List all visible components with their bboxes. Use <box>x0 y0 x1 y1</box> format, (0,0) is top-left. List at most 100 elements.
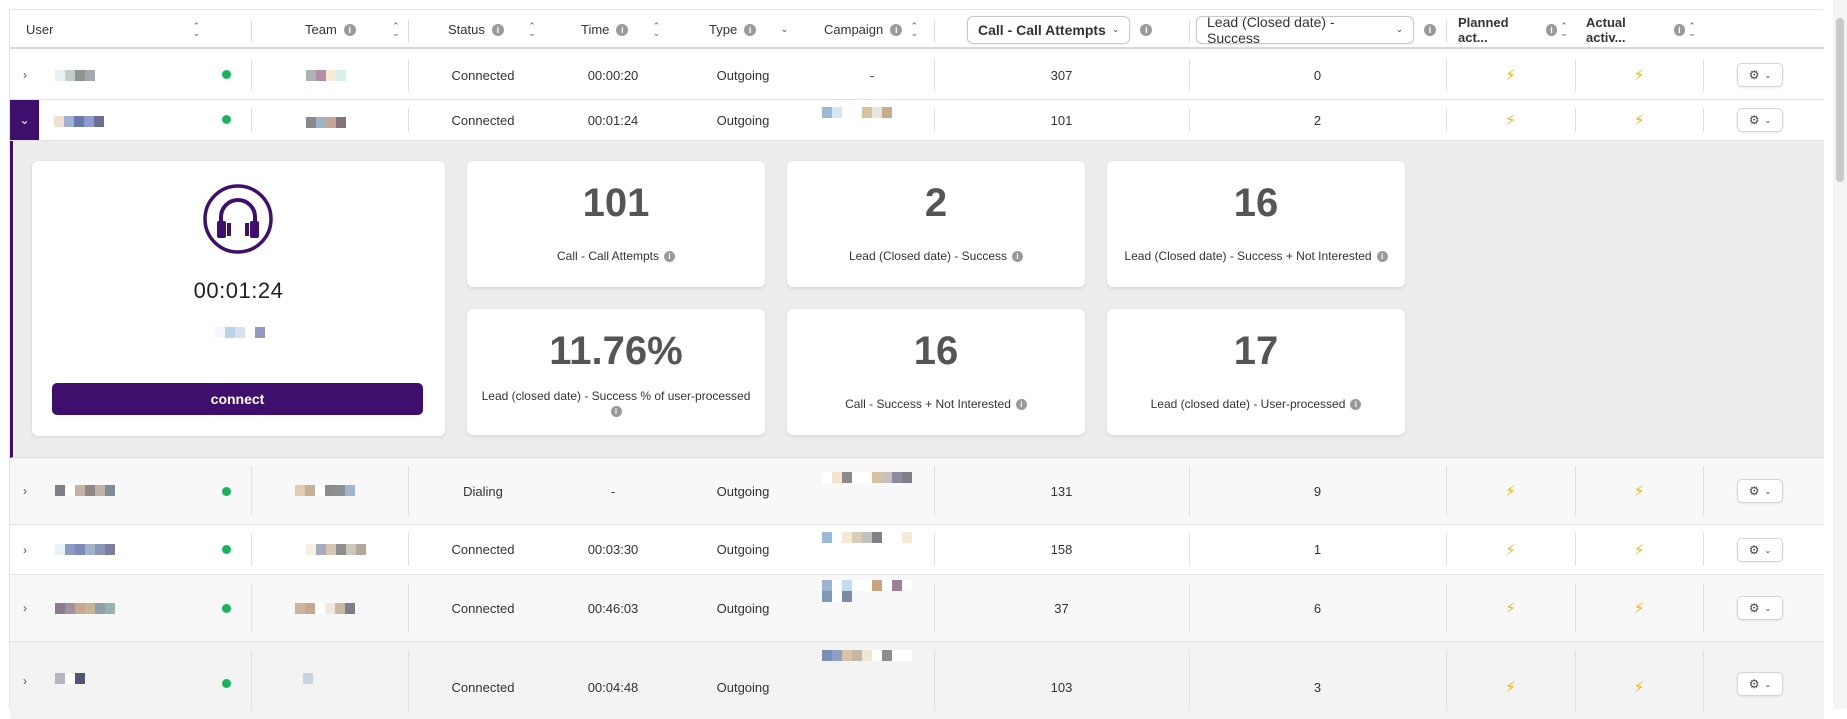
row-settings-button[interactable]: ⚙ ⌄ <box>1737 479 1783 503</box>
col-time[interactable]: Time i ⌃ ⌄ <box>581 10 681 49</box>
planned-activity-bolt-icon[interactable]: ⚡ <box>1505 112 1516 129</box>
type-text: Outgoing <box>716 600 770 616</box>
info-icon[interactable]: i <box>1012 251 1024 263</box>
vertical-scrollbar[interactable] <box>1833 0 1847 709</box>
info-icon[interactable]: i <box>343 23 356 36</box>
planned-activity-bolt-icon[interactable]: ⚡ <box>1505 600 1516 617</box>
header-divider <box>1446 20 1447 42</box>
stat-card: 101 Call - Call Attempts i <box>467 161 765 287</box>
column-divider <box>1446 583 1447 633</box>
info-icon[interactable]: i <box>610 406 622 418</box>
actual-activity-bolt-icon[interactable]: ⚡ <box>1633 679 1645 696</box>
chevron-down-icon[interactable]: ⌄ <box>10 100 39 140</box>
info-icon[interactable]: i <box>616 23 629 36</box>
stat-label: Call - Success + Not Interested i <box>801 397 1071 412</box>
type-text: Outgoing <box>716 112 770 128</box>
col-call-attempts[interactable]: Call - Call Attempts ⌄ i <box>967 10 1167 49</box>
actual-activity-bolt-icon[interactable]: ⚡ <box>1633 600 1645 617</box>
lead-success-filter[interactable]: Lead (Closed date) - Success ⌄ <box>1196 14 1415 46</box>
header-divider <box>1189 20 1190 42</box>
row-settings-button[interactable]: ⚙ ⌄ <box>1737 63 1783 87</box>
sort-icon[interactable]: ⌃ ⌄ <box>910 20 919 38</box>
sort-icon[interactable]: ⌃ ⌄ <box>392 20 400 38</box>
status-dot <box>222 487 231 496</box>
actual-activity-bolt-icon[interactable]: ⚡ <box>1633 483 1645 500</box>
info-icon[interactable]: i <box>1350 399 1362 411</box>
chevron-right-icon[interactable]: › <box>23 68 27 82</box>
table-row-expanded[interactable]: ⌄ Connected 00:01:24 Outgoing 101 2 ⚡ ⚡ … <box>10 100 1824 141</box>
sort-icon[interactable]: ⌃ ⌄ <box>1688 20 1696 38</box>
info-icon[interactable]: i <box>1545 23 1558 36</box>
column-divider <box>1446 59 1447 91</box>
actual-activity-bolt-icon[interactable]: ⚡ <box>1633 67 1645 84</box>
info-icon[interactable]: i <box>1015 399 1027 411</box>
col-team[interactable]: Team i ⌃ ⌄ <box>305 10 415 49</box>
table-row[interactable]: › Dialing - Outgoing 131 9 ⚡ ⚡ ⚙ ⌄ <box>10 458 1824 525</box>
row-settings-button[interactable]: ⚙ ⌄ <box>1737 596 1783 620</box>
planned-activity-bolt-icon[interactable]: ⚡ <box>1505 679 1516 696</box>
stat-label-text: Lead (Closed date) - Success <box>848 249 1008 263</box>
col-user[interactable]: User ⌃ ⌄ <box>26 10 216 49</box>
chevron-down-icon[interactable]: ⌄ <box>780 24 789 35</box>
column-divider <box>408 583 409 633</box>
info-icon[interactable]: i <box>1673 23 1686 36</box>
column-divider <box>934 466 935 516</box>
user-name-redacted <box>55 603 115 614</box>
status-dot <box>222 115 231 124</box>
row-settings-button[interactable]: ⚙ ⌄ <box>1737 672 1783 696</box>
chevron-down-icon: ⌄ <box>1764 603 1772 613</box>
col-lead-success[interactable]: Lead (Closed date) - Success ⌄ i <box>1196 10 1436 49</box>
sort-icon[interactable]: ⌃ ⌄ <box>652 20 661 38</box>
campaign-text: - <box>869 67 875 83</box>
actual-activity-bolt-icon[interactable]: ⚡ <box>1633 541 1645 559</box>
info-icon[interactable]: i <box>491 23 504 36</box>
team-name-redacted <box>303 673 313 684</box>
col-campaign[interactable]: Campaign i ⌃ ⌄ <box>824 10 934 49</box>
row-settings-button[interactable]: ⚙ ⌄ <box>1737 538 1783 562</box>
time-text: 00:01:24 <box>587 112 639 128</box>
column-divider <box>1189 108 1190 132</box>
col-actual[interactable]: Actual activ... i ⌃ ⌄ <box>1586 10 1696 49</box>
info-icon[interactable]: i <box>1140 23 1153 36</box>
col-team-label: Team <box>305 22 337 37</box>
chevron-right-icon[interactable]: › <box>23 484 27 498</box>
column-divider <box>1446 466 1447 516</box>
chevron-right-icon[interactable]: › <box>23 542 27 557</box>
chevron-right-icon[interactable]: › <box>23 601 27 615</box>
header-divider <box>408 20 409 42</box>
column-divider <box>408 466 409 516</box>
col-campaign-label: Campaign <box>824 22 884 37</box>
table-row[interactable]: › Connected 00:46:03 Outgoing 37 6 ⚡ ⚡ ⚙… <box>10 575 1824 642</box>
info-icon[interactable]: i <box>1424 23 1436 36</box>
info-icon[interactable]: i <box>664 251 676 263</box>
table-row[interactable]: › Connected 00:04:48 Outgoing 103 3 ⚡ ⚡ … <box>10 642 1824 719</box>
call-attempts-value: 101 <box>1050 112 1073 128</box>
sort-icon[interactable]: ⌃ ⌄ <box>192 20 201 38</box>
info-icon[interactable]: i <box>744 23 757 36</box>
scrollbar-thumb[interactable] <box>1836 18 1844 182</box>
col-status[interactable]: Status i ⌃ ⌄ <box>448 10 548 49</box>
planned-activity-bolt-icon[interactable]: ⚡ <box>1505 541 1516 559</box>
planned-activity-bolt-icon[interactable]: ⚡ <box>1505 483 1516 500</box>
sort-icon[interactable]: ⌃ ⌄ <box>1560 20 1568 38</box>
status-text: Connected <box>451 542 515 557</box>
col-planned[interactable]: Planned act... i ⌃ ⌄ <box>1458 10 1568 49</box>
gear-icon: ⚙ <box>1748 68 1760 82</box>
column-divider <box>408 650 409 711</box>
col-type[interactable]: Type i ⌄ <box>709 10 809 49</box>
info-icon[interactable]: i <box>890 23 903 36</box>
table-row[interactable]: › Connected 00:03:30 Outgoing 158 1 ⚡ ⚡ … <box>10 525 1824 575</box>
connect-button[interactable]: connect <box>52 383 423 415</box>
info-icon[interactable]: i <box>1376 251 1388 263</box>
row-settings-button[interactable]: ⚙ ⌄ <box>1737 108 1783 132</box>
header-divider <box>934 20 935 42</box>
stat-label-text: Lead (Closed date) - Success + Not Inter… <box>1124 249 1372 263</box>
planned-activity-bolt-icon[interactable]: ⚡ <box>1505 67 1516 84</box>
type-text: Outgoing <box>716 542 770 557</box>
call-attempts-filter[interactable]: Call - Call Attempts ⌄ <box>967 15 1131 44</box>
chevron-right-icon[interactable]: › <box>23 673 27 688</box>
sort-icon[interactable]: ⌃ ⌄ <box>528 20 536 38</box>
actual-activity-bolt-icon[interactable]: ⚡ <box>1633 112 1645 129</box>
column-divider <box>934 533 935 566</box>
table-row[interactable]: › Connected 00:00:20 Outgoing - 307 0 ⚡ … <box>10 51 1824 100</box>
